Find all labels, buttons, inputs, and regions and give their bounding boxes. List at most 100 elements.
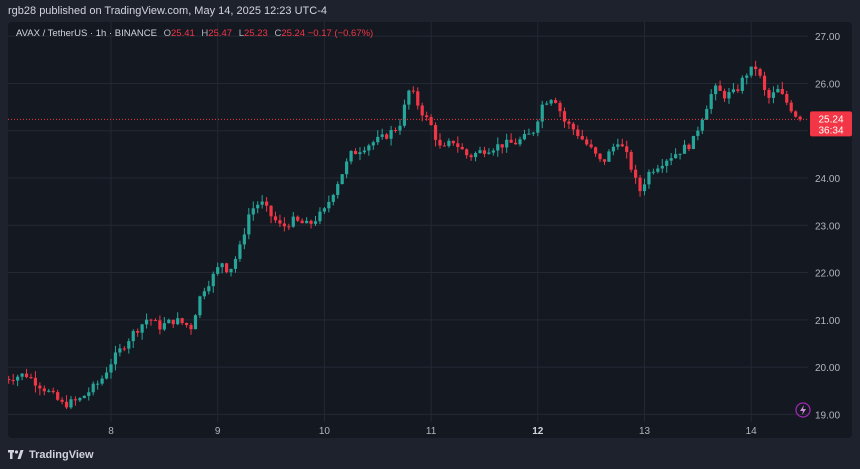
time-tick-label: 11	[426, 426, 437, 437]
candle-body	[740, 77, 744, 91]
candle-body	[127, 341, 131, 349]
candle-body	[473, 152, 478, 158]
candle-body	[762, 75, 767, 90]
candle-body	[158, 320, 162, 330]
candle-body	[247, 214, 251, 235]
candle-body	[278, 220, 282, 224]
candle-body	[398, 125, 402, 131]
candle-body	[87, 392, 91, 396]
price-axis: 19.0020.0021.0022.0023.0024.0025.0026.00…	[815, 32, 840, 421]
chart-area[interactable]: 19.0020.0021.0022.0023.0024.0025.0026.00…	[8, 22, 852, 438]
candle-body	[425, 115, 429, 118]
candle-body	[794, 111, 798, 117]
candle-body	[638, 177, 642, 192]
candle-body	[242, 234, 246, 245]
candle-body	[322, 208, 326, 212]
candle-body	[429, 117, 433, 126]
publish-info: rgb28 published on TradingView.com, May …	[8, 5, 327, 17]
candle-body	[180, 318, 184, 324]
candle-body	[736, 89, 740, 91]
candle-body	[536, 121, 540, 133]
candle-body	[309, 220, 313, 224]
candle-body	[11, 380, 15, 382]
candle-body	[198, 296, 202, 316]
candle-body	[496, 144, 500, 151]
low-value: 25.23	[244, 28, 268, 39]
candle-body	[265, 201, 269, 206]
candle-body	[327, 201, 331, 209]
candle-body	[238, 244, 242, 259]
candle-body	[678, 153, 682, 155]
candle-body	[647, 171, 651, 185]
candle-body	[100, 378, 104, 384]
candle-body	[362, 150, 367, 153]
candle-body	[687, 144, 691, 150]
time-tick-label: 10	[319, 426, 331, 437]
candle-body	[580, 135, 584, 140]
candle-body	[696, 130, 700, 136]
time-tick-label: 13	[639, 426, 651, 437]
candle-body	[353, 150, 358, 155]
candle-body	[313, 221, 318, 224]
candle-body	[798, 116, 802, 120]
candle-body	[465, 149, 469, 156]
candle-body	[634, 169, 638, 178]
candle-body	[660, 165, 664, 169]
candle-body	[749, 66, 753, 76]
candle-body	[607, 151, 611, 162]
candle-body	[305, 220, 309, 224]
close-value: 25.24	[281, 28, 306, 39]
price-tag-countdown: 36:34	[818, 125, 843, 136]
candle-body	[349, 150, 353, 162]
candle-body	[233, 258, 238, 269]
candle-body	[469, 155, 473, 158]
candle-body	[131, 331, 135, 342]
candle-body	[24, 373, 29, 378]
candle-body	[549, 100, 553, 104]
candle-body	[171, 319, 175, 325]
open-value: 25.41	[171, 28, 195, 39]
candle-body	[207, 286, 211, 292]
candle-body	[331, 194, 335, 202]
candle-body	[656, 168, 660, 172]
candle-body	[220, 263, 224, 268]
candle-body	[140, 324, 144, 333]
candle-body	[505, 139, 509, 148]
candles	[8, 60, 802, 410]
lightning-icon[interactable]	[795, 402, 811, 418]
candle-body	[393, 130, 398, 132]
candle-body	[29, 377, 33, 379]
candle-body	[104, 372, 109, 379]
candle-body	[585, 139, 589, 145]
candle-body	[91, 383, 95, 393]
candle-body	[33, 377, 38, 386]
candle-body	[300, 220, 304, 224]
candle-body	[785, 94, 789, 103]
chart-header: rgb28 published on TradingView.com, May …	[0, 0, 860, 22]
candle-body	[64, 401, 69, 408]
candle-body	[420, 105, 424, 116]
candle-body	[722, 90, 727, 99]
candle-body	[256, 204, 260, 209]
candle-body	[345, 161, 349, 175]
candle-body	[113, 352, 118, 365]
candle-body	[144, 319, 149, 325]
candle-body	[487, 152, 491, 154]
candle-body	[385, 134, 389, 139]
candle-body	[705, 108, 709, 120]
candle-body	[438, 139, 442, 146]
candle-body	[767, 89, 771, 98]
candle-body	[602, 159, 607, 162]
candle-body	[629, 151, 633, 170]
candle-body	[522, 133, 527, 140]
candle-body	[669, 158, 673, 161]
candle-body	[558, 102, 562, 112]
candle-body	[60, 399, 64, 402]
candle-body	[745, 75, 749, 78]
candle-body	[407, 90, 411, 105]
tradingview-logo[interactable]: TradingView	[8, 449, 94, 461]
candlestick-chart[interactable]: 19.0020.0021.0022.0023.0024.0025.0026.00…	[8, 22, 852, 438]
candle-body	[700, 119, 704, 131]
candle-body	[260, 201, 264, 205]
candle-body	[73, 399, 78, 401]
